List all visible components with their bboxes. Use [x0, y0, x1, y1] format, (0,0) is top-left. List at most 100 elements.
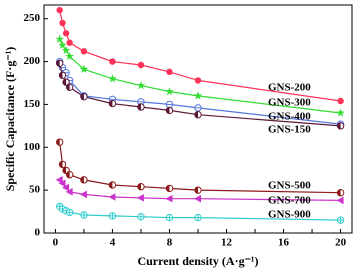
marker-half — [56, 138, 60, 146]
marker — [65, 83, 74, 91]
y-tick-label: 250 — [24, 12, 41, 24]
marker — [65, 188, 73, 196]
marker-half — [66, 84, 70, 91]
marker-half — [137, 103, 141, 111]
marker-half — [80, 176, 84, 184]
marker-half — [62, 78, 67, 86]
x-tick-label: 20 — [335, 237, 347, 249]
series-label: GNS-150 — [268, 124, 311, 136]
marker-half — [80, 93, 84, 100]
marker-half — [137, 183, 141, 190]
marker-plus — [109, 212, 116, 220]
marker — [166, 68, 173, 76]
marker — [58, 160, 67, 169]
y-axis-title: Specific Capacitance (F·g⁻¹) — [3, 47, 17, 192]
marker — [336, 122, 345, 130]
marker — [165, 194, 173, 203]
series-line — [59, 63, 341, 127]
marker — [58, 71, 67, 79]
marker-body — [137, 61, 145, 69]
marker — [80, 48, 88, 55]
series-label: GNS-700 — [268, 195, 311, 207]
marker — [108, 74, 117, 83]
marker-half — [56, 60, 60, 67]
marker-body — [166, 68, 173, 76]
marker — [65, 208, 74, 217]
marker-plus — [66, 209, 73, 216]
marker — [108, 99, 117, 108]
marker — [137, 183, 145, 191]
marker-plus — [194, 214, 202, 221]
marker — [108, 181, 117, 189]
marker — [337, 97, 344, 105]
marker-body — [194, 77, 202, 84]
marker — [65, 51, 74, 61]
marker — [62, 78, 70, 86]
marker — [55, 59, 64, 67]
marker-half — [109, 181, 113, 189]
x-tick-label: 16 — [278, 237, 290, 249]
series-label: GNS-900 — [268, 209, 311, 221]
y-tick-label: 50 — [29, 184, 41, 196]
marker — [165, 184, 174, 193]
marker — [136, 81, 146, 90]
marker-half — [66, 171, 70, 178]
marker — [137, 213, 145, 221]
x-tick-label: 4 — [110, 237, 116, 249]
series-label: GNS-500 — [268, 180, 311, 192]
x-tick-label: 12 — [221, 237, 233, 249]
marker — [66, 39, 73, 46]
marker-plus — [166, 214, 173, 221]
marker-half — [194, 111, 198, 118]
series-line — [59, 9, 341, 102]
marker — [80, 211, 88, 219]
series-label: GNS-400 — [268, 111, 311, 123]
marker-half — [194, 186, 198, 194]
y-tick-label: 100 — [24, 141, 41, 153]
marker-body — [109, 58, 116, 65]
marker — [137, 103, 145, 111]
marker — [165, 106, 174, 115]
marker-half — [166, 185, 170, 192]
marker — [194, 213, 202, 222]
marker — [55, 138, 64, 146]
y-tick-label: 200 — [24, 55, 41, 67]
y-tick-label: 150 — [24, 98, 41, 110]
marker — [336, 196, 344, 205]
marker — [194, 194, 201, 203]
marker-body — [59, 19, 66, 27]
marker-plus — [137, 213, 145, 220]
marker — [65, 171, 74, 179]
marker — [165, 87, 174, 96]
marker — [58, 179, 66, 188]
marker — [108, 193, 116, 201]
marker — [58, 40, 67, 49]
marker — [194, 111, 202, 119]
x-tick-label: 0 — [53, 237, 59, 249]
x-axis-title: Current density (A·g⁻¹) — [137, 254, 258, 268]
marker — [336, 108, 345, 117]
marker — [109, 58, 116, 65]
marker-half — [59, 72, 63, 79]
marker-body — [80, 48, 88, 55]
marker — [194, 186, 202, 194]
marker-half — [62, 167, 67, 174]
marker — [80, 176, 88, 184]
marker — [193, 91, 203, 100]
marker — [194, 77, 202, 84]
marker — [136, 194, 144, 202]
marker — [55, 34, 64, 43]
marker — [336, 216, 345, 224]
marker — [79, 190, 87, 199]
marker-plus — [337, 216, 344, 224]
x-tick-label: 8 — [167, 237, 173, 249]
marker — [59, 19, 66, 27]
marker-half — [166, 107, 170, 114]
series-label: GNS-200 — [268, 82, 311, 94]
marker-body — [337, 97, 344, 105]
marker — [137, 61, 145, 69]
marker — [55, 176, 63, 184]
marker-body — [56, 6, 63, 14]
